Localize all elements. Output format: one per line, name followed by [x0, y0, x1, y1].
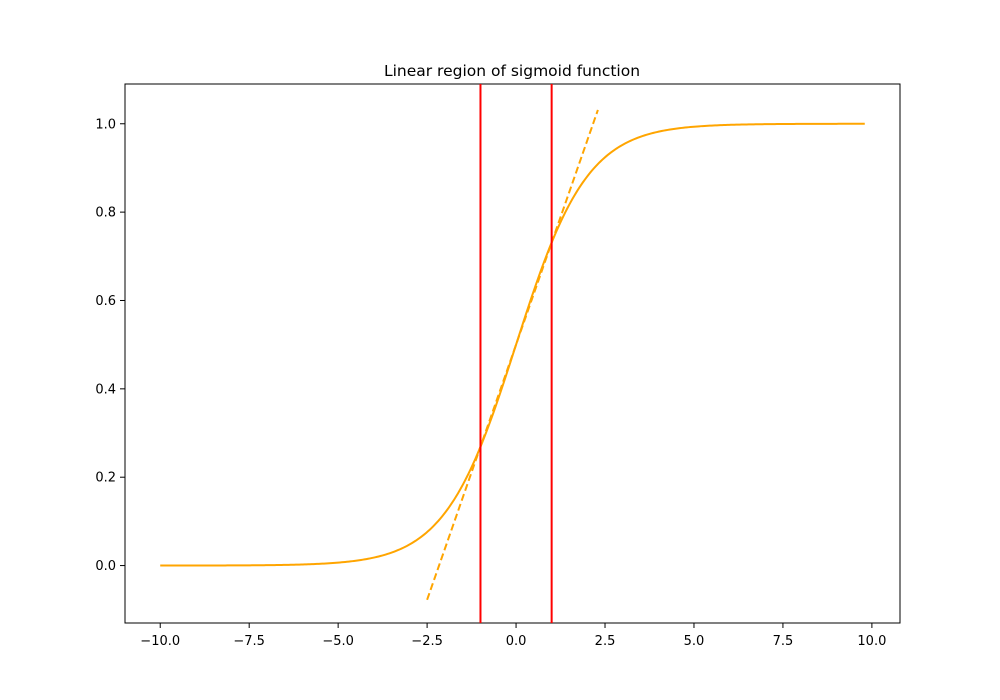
x-tick-label: −10.0 — [140, 634, 180, 649]
plot-area: −10.0 −7.5 −5.0 −2.5 0.0 2.5 5.0 7.5 10.0 0.0 0.2… — [95, 83, 901, 649]
y-tick-label: 0.8 — [95, 206, 116, 221]
series-layer — [160, 109, 865, 601]
x-tick-label: −5.0 — [322, 634, 354, 649]
x-tick-label: −2.5 — [411, 634, 443, 649]
vertical-lines-layer — [479, 84, 553, 623]
x-tick-label: −7.5 — [233, 634, 265, 649]
y-tick-label: 0.4 — [95, 382, 116, 397]
y-tick-label: 1.0 — [95, 117, 116, 132]
chart-title: Linear region of sigmoid function — [384, 62, 640, 80]
y-tick-label: 0.0 — [95, 559, 116, 574]
y-tick-label: 0.2 — [95, 471, 116, 486]
tangent-line — [426, 109, 599, 601]
y-axis-ticks: 0.0 0.2 0.4 0.6 0.8 1.0 — [95, 117, 125, 574]
y-tick-label: 0.6 — [95, 294, 116, 309]
x-tick-label: 7.5 — [773, 634, 794, 649]
x-tick-label: 10.0 — [857, 634, 886, 649]
x-tick-label: 2.5 — [595, 634, 616, 649]
x-tick-label: 0.0 — [506, 634, 527, 649]
x-tick-label: 5.0 — [684, 634, 705, 649]
axes-frame — [124, 83, 901, 624]
x-axis-ticks: −10.0 −7.5 −5.0 −2.5 0.0 2.5 5.0 7.5 10.0 — [140, 623, 886, 649]
